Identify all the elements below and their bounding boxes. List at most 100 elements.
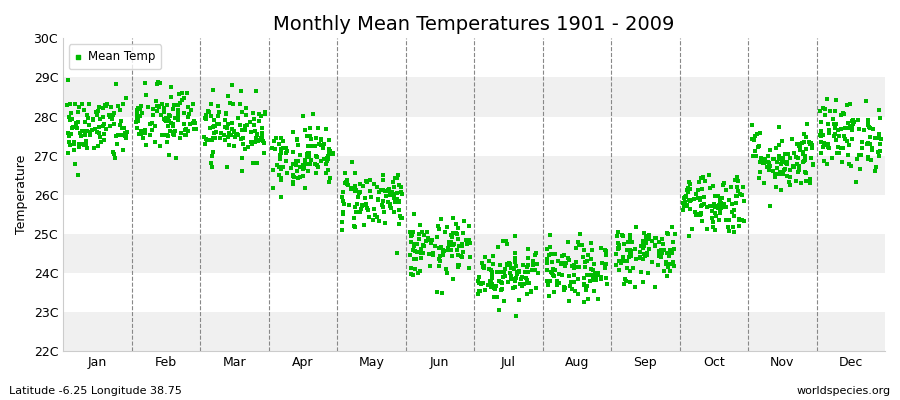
Point — [252, 110, 266, 117]
Point — [668, 231, 682, 237]
Point — [584, 240, 598, 246]
Point — [450, 263, 464, 270]
Point — [645, 238, 660, 244]
Point — [286, 161, 301, 167]
Point — [830, 150, 844, 156]
Point — [492, 307, 507, 314]
Point — [707, 201, 722, 208]
Point — [814, 150, 828, 156]
Point — [74, 133, 88, 140]
Point — [86, 116, 100, 122]
Point — [783, 167, 797, 173]
Point — [162, 152, 176, 158]
Point — [275, 145, 290, 151]
Point — [427, 250, 441, 256]
Point — [391, 175, 405, 181]
Point — [360, 205, 374, 211]
Point — [494, 280, 508, 287]
Point — [81, 115, 95, 122]
Bar — [63, 156, 885, 195]
Point — [713, 208, 727, 214]
Point — [363, 176, 377, 183]
Point — [478, 253, 492, 260]
Point — [804, 140, 818, 146]
Point — [796, 130, 811, 137]
Point — [304, 143, 319, 149]
Point — [724, 209, 739, 215]
Point — [422, 263, 436, 270]
Point — [817, 140, 832, 146]
Point — [639, 240, 653, 247]
Point — [257, 140, 272, 147]
Point — [406, 247, 420, 254]
Point — [152, 79, 166, 86]
Point — [118, 132, 132, 139]
Point — [248, 128, 262, 134]
Point — [512, 269, 526, 276]
Point — [791, 154, 806, 161]
Point — [76, 141, 90, 147]
Point — [133, 103, 148, 109]
Point — [167, 114, 182, 121]
Point — [748, 132, 762, 139]
Point — [813, 108, 827, 114]
Point — [797, 169, 812, 176]
Point — [381, 187, 395, 194]
Point — [225, 126, 239, 132]
Point — [322, 148, 337, 154]
Point — [249, 130, 264, 137]
Point — [143, 132, 157, 138]
Point — [483, 267, 498, 273]
Point — [462, 237, 476, 243]
Point — [598, 247, 612, 253]
Point — [780, 173, 795, 179]
Point — [302, 149, 316, 156]
Point — [572, 231, 587, 238]
Point — [525, 267, 539, 274]
Point — [483, 284, 498, 290]
Point — [842, 142, 856, 148]
Point — [779, 158, 794, 165]
Point — [364, 194, 378, 201]
Point — [790, 140, 805, 147]
Point — [666, 258, 680, 265]
Point — [386, 192, 400, 198]
Point — [139, 80, 153, 86]
Point — [223, 100, 238, 106]
Point — [185, 120, 200, 126]
Point — [254, 112, 268, 119]
Point — [166, 121, 180, 127]
Point — [703, 203, 717, 210]
Point — [69, 120, 84, 127]
Point — [616, 280, 631, 287]
Point — [798, 170, 813, 176]
Point — [661, 231, 675, 237]
Point — [584, 272, 598, 278]
Point — [315, 145, 329, 151]
Point — [238, 123, 252, 130]
Point — [153, 143, 167, 149]
Point — [181, 104, 195, 110]
Point — [370, 184, 384, 191]
Point — [567, 272, 581, 278]
Point — [241, 144, 256, 151]
Point — [171, 113, 185, 120]
Point — [168, 102, 183, 108]
Point — [653, 254, 668, 260]
Point — [588, 288, 602, 294]
Point — [173, 100, 187, 106]
Point — [608, 262, 623, 268]
Point — [589, 275, 603, 282]
Point — [68, 161, 82, 167]
Point — [347, 183, 362, 189]
Point — [303, 161, 318, 167]
Point — [728, 200, 742, 206]
Point — [71, 141, 86, 148]
Point — [324, 150, 338, 156]
Point — [206, 135, 220, 141]
Point — [816, 104, 831, 111]
Point — [845, 127, 859, 133]
Point — [608, 251, 623, 258]
Point — [623, 268, 637, 274]
Point — [234, 88, 248, 94]
